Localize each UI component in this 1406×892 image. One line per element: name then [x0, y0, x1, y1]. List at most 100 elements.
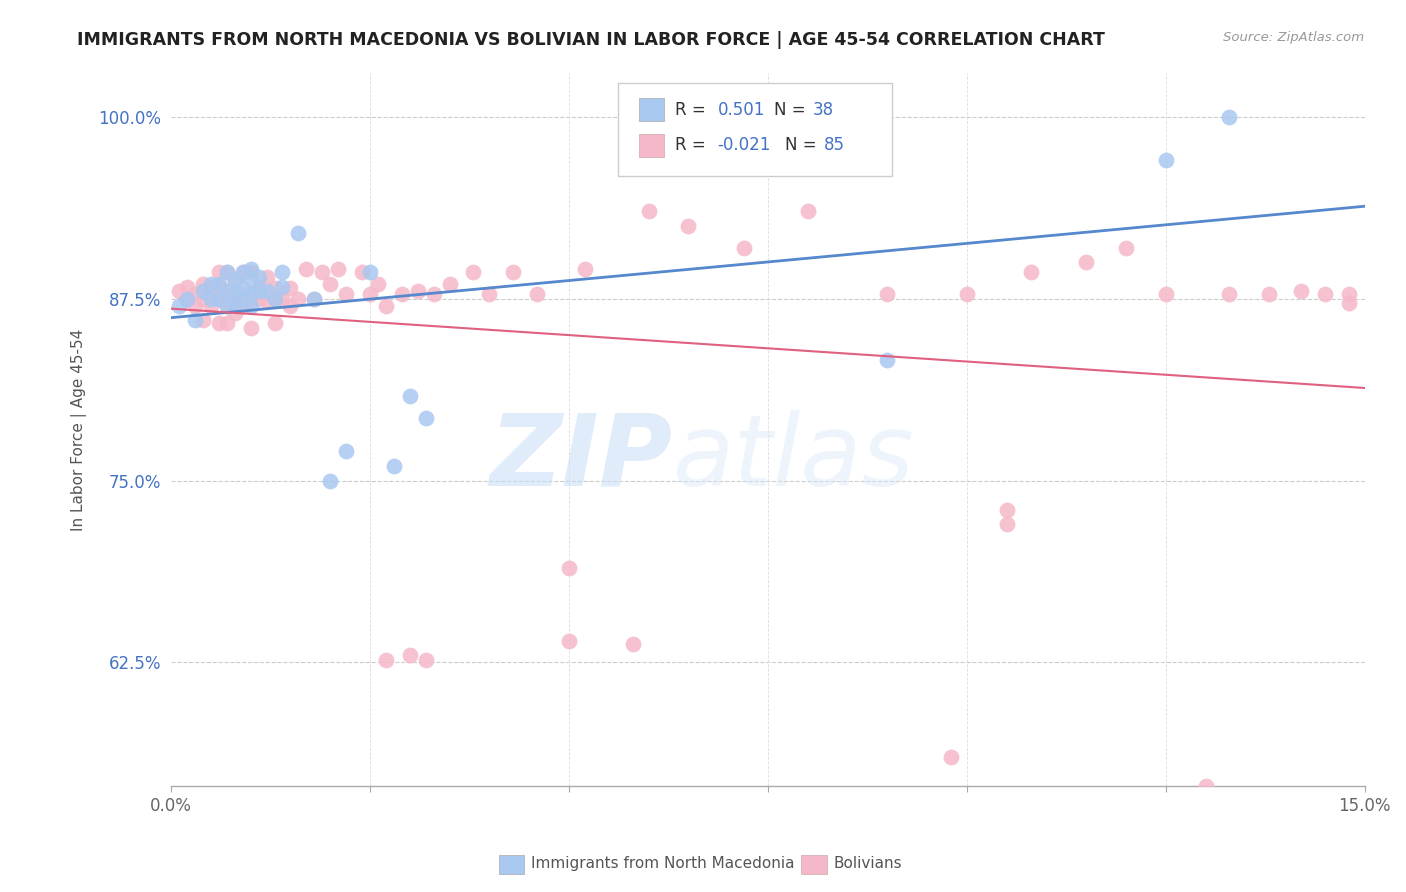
Point	[208, 292, 231, 306]
Point	[304, 292, 326, 306]
Point	[796, 204, 818, 219]
Point	[200, 277, 222, 291]
Point	[224, 299, 246, 313]
Point	[271, 265, 294, 279]
Point	[678, 219, 700, 233]
Point	[558, 561, 581, 575]
Text: N =: N =	[785, 136, 823, 154]
Point	[439, 277, 461, 291]
Point	[271, 292, 294, 306]
Point	[359, 265, 381, 279]
Text: IMMIGRANTS FROM NORTH MACEDONIA VS BOLIVIAN IN LABOR FORCE | AGE 45-54 CORRELATI: IMMIGRANTS FROM NORTH MACEDONIA VS BOLIV…	[77, 31, 1105, 49]
Point	[167, 285, 190, 299]
Point	[374, 652, 396, 666]
Point	[247, 269, 270, 284]
Point	[184, 287, 207, 301]
Point	[191, 292, 214, 306]
Point	[328, 262, 350, 277]
Text: Immigrants from North Macedonia: Immigrants from North Macedonia	[531, 856, 794, 871]
Y-axis label: In Labor Force | Age 45-54: In Labor Force | Age 45-54	[72, 328, 87, 531]
Point	[208, 292, 231, 306]
Point	[1289, 285, 1312, 299]
Point	[1076, 255, 1098, 269]
Point	[1218, 110, 1240, 124]
Point	[239, 292, 262, 306]
Point	[200, 292, 222, 306]
Point	[733, 241, 755, 255]
Point	[558, 633, 581, 648]
Text: atlas: atlas	[672, 409, 914, 507]
Point	[215, 285, 238, 299]
Text: 38: 38	[813, 101, 834, 119]
Point	[208, 265, 231, 279]
Point	[271, 280, 294, 294]
Point	[1194, 779, 1216, 793]
Point	[359, 287, 381, 301]
Point	[191, 313, 214, 327]
Point	[215, 265, 238, 279]
Text: 0.501: 0.501	[717, 101, 765, 119]
Point	[232, 281, 254, 295]
Point	[239, 262, 262, 277]
Point	[1218, 287, 1240, 301]
Point	[247, 292, 270, 306]
Point	[239, 320, 262, 334]
Point	[398, 389, 420, 403]
Point	[215, 285, 238, 299]
Text: R =: R =	[675, 136, 711, 154]
Point	[1337, 287, 1360, 301]
Point	[200, 280, 222, 294]
Point	[422, 287, 444, 301]
Point	[304, 292, 326, 306]
Point	[956, 287, 979, 301]
Point	[191, 277, 214, 291]
Point	[637, 204, 659, 219]
Point	[995, 502, 1018, 516]
Point	[280, 281, 302, 295]
Point	[295, 262, 318, 277]
Point	[224, 287, 246, 301]
Point	[876, 287, 898, 301]
Point	[239, 273, 262, 287]
Point	[247, 281, 270, 295]
Point	[374, 299, 396, 313]
Point	[167, 299, 190, 313]
Point	[239, 265, 262, 279]
Point	[382, 458, 405, 473]
Point	[224, 273, 246, 287]
Point	[224, 296, 246, 310]
Point	[574, 262, 596, 277]
Point	[287, 226, 309, 240]
Point	[621, 636, 644, 650]
Point	[319, 474, 342, 488]
Text: -0.021: -0.021	[717, 136, 770, 154]
Text: Source: ZipAtlas.com: Source: ZipAtlas.com	[1223, 31, 1364, 45]
Point	[215, 299, 238, 313]
Point	[502, 265, 524, 279]
Point	[184, 313, 207, 327]
Text: R =: R =	[675, 101, 711, 119]
Point	[232, 265, 254, 279]
Point	[263, 292, 285, 306]
Point	[287, 292, 309, 306]
Point	[239, 287, 262, 301]
Point	[200, 299, 222, 313]
Point	[1019, 265, 1042, 279]
Point	[1154, 287, 1177, 301]
Text: N =: N =	[773, 101, 811, 119]
Point	[215, 265, 238, 279]
Point	[215, 299, 238, 313]
Point	[232, 287, 254, 301]
Point	[463, 265, 485, 279]
Point	[335, 444, 357, 458]
Point	[208, 316, 231, 330]
Point	[208, 277, 231, 291]
Point	[176, 292, 198, 306]
Point	[224, 287, 246, 301]
Point	[1313, 287, 1336, 301]
Point	[224, 273, 246, 287]
Point	[995, 517, 1018, 532]
Point	[256, 285, 278, 299]
Point	[352, 265, 374, 279]
Point	[391, 287, 413, 301]
